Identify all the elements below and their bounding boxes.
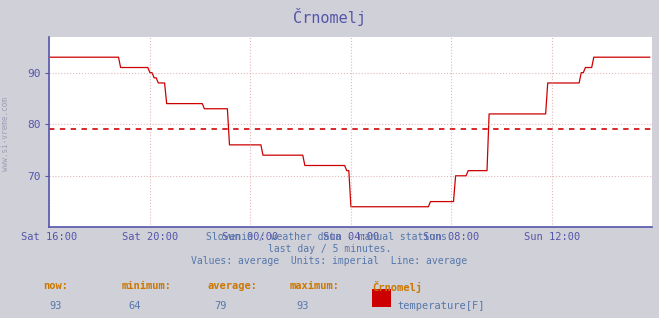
Text: maximum:: maximum: bbox=[290, 281, 340, 291]
Text: now:: now: bbox=[43, 281, 68, 291]
Text: Slovenia / weather data - manual stations.: Slovenia / weather data - manual station… bbox=[206, 232, 453, 242]
Text: 79: 79 bbox=[214, 301, 227, 311]
Text: 93: 93 bbox=[297, 301, 309, 311]
Text: 64: 64 bbox=[129, 301, 141, 311]
Text: www.si-vreme.com: www.si-vreme.com bbox=[1, 97, 10, 170]
Text: minimum:: minimum: bbox=[122, 281, 172, 291]
Text: 93: 93 bbox=[49, 301, 62, 311]
Text: last day / 5 minutes.: last day / 5 minutes. bbox=[268, 244, 391, 254]
Text: average:: average: bbox=[208, 281, 258, 291]
Text: Values: average  Units: imperial  Line: average: Values: average Units: imperial Line: av… bbox=[191, 256, 468, 266]
Text: Črnomelj: Črnomelj bbox=[293, 8, 366, 26]
Text: temperature[F]: temperature[F] bbox=[397, 301, 485, 311]
Text: Črnomelj: Črnomelj bbox=[372, 281, 422, 294]
